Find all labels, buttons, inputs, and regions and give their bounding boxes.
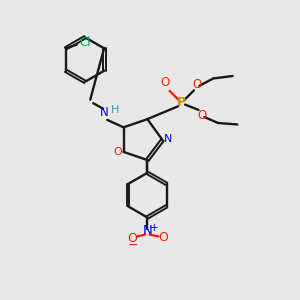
Text: N: N [142, 224, 152, 237]
Text: N: N [164, 134, 172, 144]
Text: Cl: Cl [79, 36, 91, 49]
Text: O: O [192, 78, 202, 91]
Text: O: O [114, 148, 123, 158]
Text: −: − [127, 239, 138, 252]
Text: O: O [198, 109, 207, 122]
Text: N: N [100, 106, 109, 119]
Text: O: O [127, 232, 137, 245]
Text: P: P [177, 96, 186, 109]
Text: O: O [158, 231, 168, 244]
Text: O: O [161, 76, 170, 89]
Text: +: + [150, 224, 158, 233]
Text: H: H [111, 105, 119, 116]
